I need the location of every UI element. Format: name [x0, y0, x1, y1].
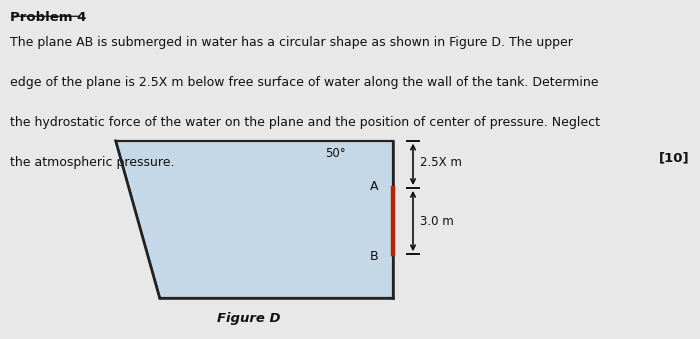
Text: [10]: [10]: [659, 152, 690, 165]
Text: 3.0 m: 3.0 m: [420, 215, 454, 227]
Text: 2.5X m: 2.5X m: [420, 156, 462, 169]
Text: 50°: 50°: [326, 147, 346, 160]
Text: edge of the plane is 2.5X m below free surface of water along the wall of the ta: edge of the plane is 2.5X m below free s…: [10, 76, 599, 88]
Text: The plane AB is submerged in water has a circular shape as shown in Figure D. Th: The plane AB is submerged in water has a…: [10, 36, 573, 48]
Text: Problem 4: Problem 4: [10, 11, 87, 24]
Text: B: B: [370, 251, 378, 263]
Text: the hydrostatic force of the water on the plane and the position of center of pr: the hydrostatic force of the water on th…: [10, 116, 601, 128]
Polygon shape: [116, 141, 393, 298]
Text: the atmospheric pressure.: the atmospheric pressure.: [10, 156, 175, 168]
Text: Figure D: Figure D: [217, 312, 280, 325]
Text: A: A: [370, 180, 378, 193]
